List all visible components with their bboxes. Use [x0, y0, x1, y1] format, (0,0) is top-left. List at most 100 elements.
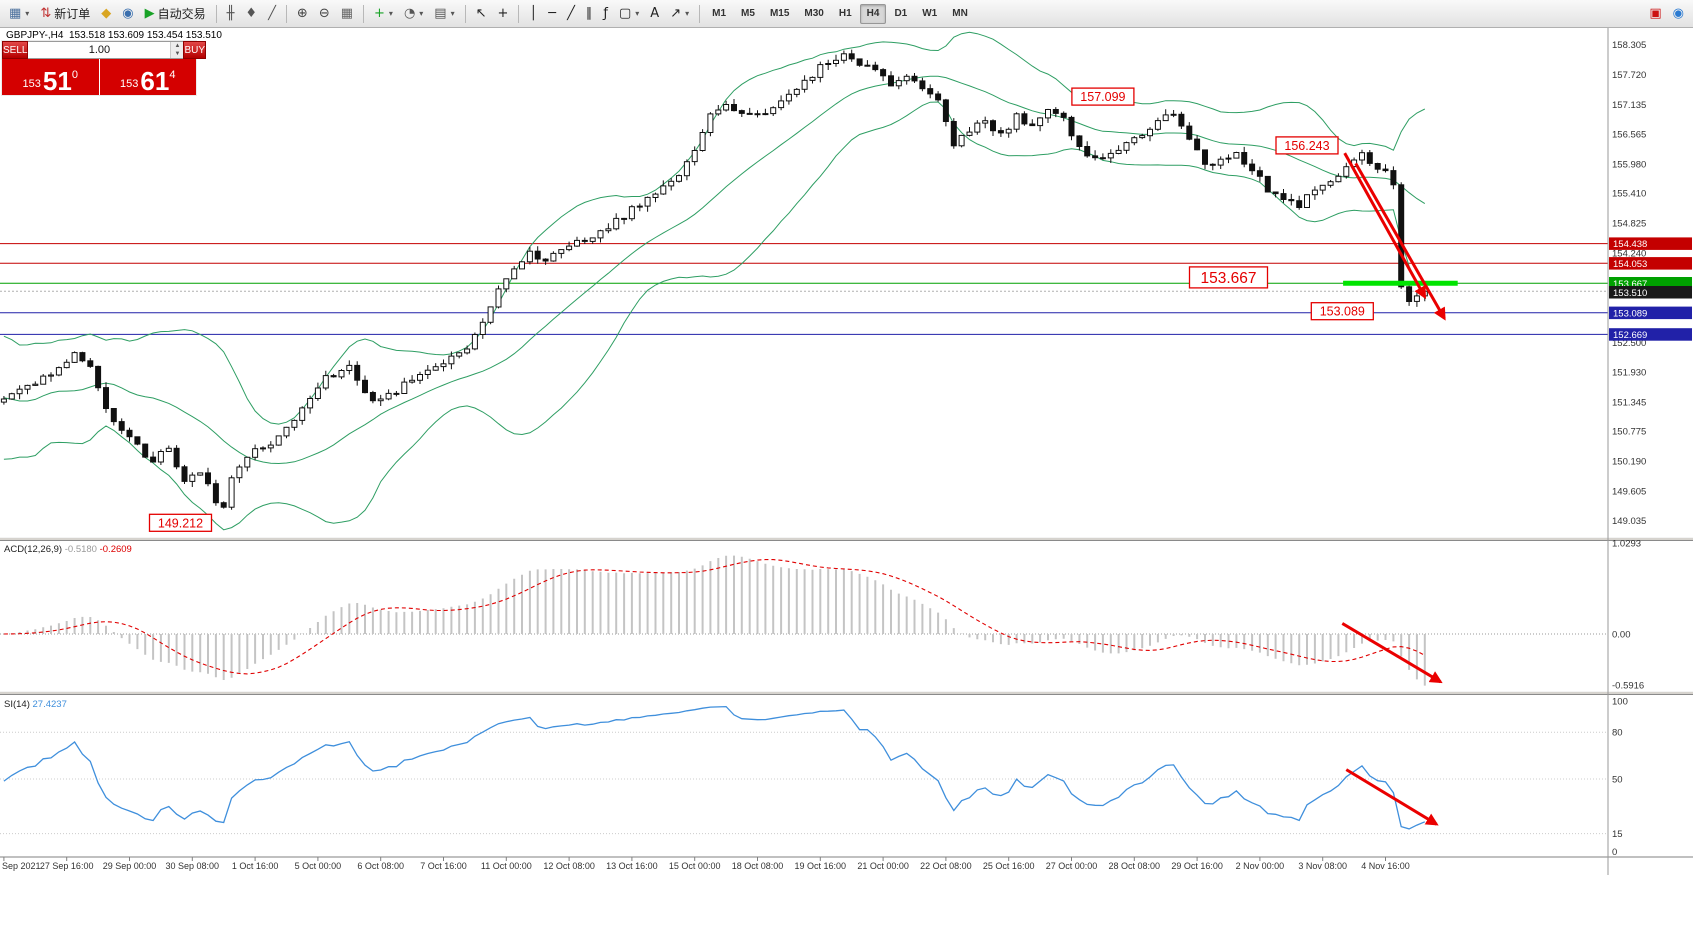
zoom-out-button[interactable]: ⊖ — [314, 3, 335, 25]
bid-price-sup: 0 — [71, 69, 78, 81]
zoom-out-icon: ⊖ — [318, 6, 330, 21]
zoom-in-button[interactable]: ⊕ — [292, 3, 313, 25]
cursor-button[interactable]: ↖ — [471, 3, 492, 25]
arrow-tool-icon: ↗ — [670, 6, 682, 21]
cursor-icon: ↖ — [475, 6, 487, 21]
fibonacci-button[interactable]: ƒ — [598, 3, 613, 25]
axis-price-label-153.510: 153.510 — [1609, 286, 1692, 299]
dropdown-caret-icon: ▾ — [450, 9, 455, 18]
price-callout-153.667[interactable]: 153.667 — [1188, 266, 1269, 289]
equidistant-channel-icon: ∥ — [585, 6, 593, 21]
timeframe-m5-button[interactable]: M5 — [734, 4, 762, 24]
line-chart-button[interactable]: ╱ — [263, 3, 281, 25]
timeframe-m30-button[interactable]: M30 — [797, 4, 830, 24]
time-axis[interactable] — [0, 857, 1693, 875]
panel-separator[interactable] — [0, 691, 1693, 695]
timeframe-h1-button[interactable]: H1 — [832, 4, 859, 24]
text-button[interactable]: A — [645, 3, 664, 25]
arrows-tool-button[interactable]: ↗ ▾ — [665, 3, 694, 25]
trend-arrow[interactable] — [1354, 162, 1446, 321]
rsi-trend-arrow[interactable] — [1345, 768, 1439, 826]
svg-text:155.410: 155.410 — [1612, 189, 1646, 200]
volume-up-icon[interactable]: ▲ — [171, 42, 184, 50]
data-window-button[interactable]: ◉ — [117, 3, 138, 25]
channel-button[interactable]: ∥ — [581, 3, 598, 25]
svg-text:13 Oct 16:00: 13 Oct 16:00 — [606, 861, 658, 871]
svg-text:0.00: 0.00 — [1612, 630, 1631, 641]
notifications-button[interactable]: ▣ — [1644, 3, 1666, 25]
crosshair-button[interactable]: + — [493, 3, 514, 25]
price-callout-153.089[interactable]: 153.089 — [1310, 302, 1374, 321]
svg-text:157.720: 157.720 — [1612, 70, 1646, 81]
chart-canvas[interactable]: 158.305 157.720 157.135 156.565 155.980 155.4… — [0, 28, 1693, 941]
svg-text:153.089: 153.089 — [1320, 305, 1365, 319]
market-watch-button[interactable]: ◆ — [96, 3, 116, 25]
ask-price[interactable]: 153 61 4 — [99, 59, 196, 96]
volume-down-icon[interactable]: ▼ — [171, 50, 184, 58]
price-callout-149.212[interactable]: 149.212 — [148, 513, 213, 532]
volume-input[interactable] — [28, 42, 171, 58]
axis-price-label-153.089: 153.089 — [1609, 306, 1692, 319]
toolbar-separator — [285, 4, 287, 23]
fibonacci-icon: ƒ — [603, 6, 608, 21]
price-callout-156.243[interactable]: 156.243 — [1275, 136, 1339, 155]
community-button[interactable]: ◉ — [1668, 3, 1689, 25]
svg-text:-0.5916: -0.5916 — [1612, 681, 1644, 692]
svg-text:28 Oct 08:00: 28 Oct 08:00 — [1109, 861, 1161, 871]
horizontal-line-button[interactable]: ─ — [543, 3, 561, 25]
svg-text:154.438: 154.438 — [1613, 239, 1647, 250]
svg-text:27 Oct 00:00: 27 Oct 00:00 — [1046, 861, 1098, 871]
buy-button[interactable]: BUY — [183, 41, 207, 59]
ask-price-big: 61 — [140, 65, 170, 96]
chart-ohlc-header: GBPJPY-,H4 153.518 153.609 153.454 153.5… — [6, 30, 222, 41]
svg-text:150.190: 150.190 — [1612, 457, 1646, 468]
macd-trend-arrow[interactable] — [1341, 622, 1443, 684]
shapes-button[interactable]: ▢ ▾ — [614, 3, 644, 25]
new-chart-button[interactable]: ▦ ▾ — [4, 3, 34, 25]
notification-icon: ▣ — [1649, 6, 1662, 21]
text-icon: A — [650, 6, 660, 21]
macd-indicator-label: ACD(12,26,9) -0.5180 -0.2609 — [4, 544, 132, 555]
trendline-button[interactable]: ╱ — [562, 3, 580, 25]
timeframe-mn-button[interactable]: MN — [945, 4, 975, 24]
price-callout-157.099[interactable]: 157.099 — [1071, 87, 1135, 106]
trendline-icon: ╱ — [567, 6, 575, 21]
trade-panel-top-row: SELL ▲ ▼ BUY — [2, 41, 207, 59]
tile-windows-button[interactable]: ▦ — [336, 3, 358, 25]
timeframe-m15-button[interactable]: M15 — [763, 4, 796, 24]
indicators-add-icon: + — [374, 6, 385, 21]
bar-chart-button[interactable]: ╫ — [222, 3, 240, 25]
svg-text:7 Oct 16:00: 7 Oct 16:00 — [420, 861, 467, 871]
volume-stepper[interactable]: ▲ ▼ — [28, 41, 184, 59]
bid-price[interactable]: 153 51 0 — [2, 59, 99, 95]
ask-price-main: 153 — [120, 78, 139, 90]
indicators-button[interactable]: + ▾ — [369, 3, 398, 25]
templates-button[interactable]: ▤ ▾ — [429, 3, 459, 25]
timeframe-w1-button[interactable]: W1 — [915, 4, 944, 24]
sell-button[interactable]: SELL — [2, 41, 29, 59]
svg-text:6 Oct 08:00: 6 Oct 08:00 — [357, 861, 404, 871]
auto-trading-button[interactable]: ▶ 自动交易 — [140, 3, 211, 25]
svg-text:50: 50 — [1612, 775, 1623, 786]
dropdown-caret-icon: ▾ — [419, 9, 424, 18]
new-order-button[interactable]: ⇅ 新订单 — [35, 3, 95, 25]
svg-text:2 Nov 00:00: 2 Nov 00:00 — [1236, 861, 1285, 871]
price-axis[interactable] — [1608, 28, 1693, 857]
svg-text:22 Oct 08:00: 22 Oct 08:00 — [920, 861, 972, 871]
trend-arrow[interactable] — [1343, 152, 1427, 300]
main-toolbar: ▦ ▾ ⇅ 新订单 ◆ ◉ ▶ 自动交易 ╫ ♦ ╱ ⊕ ⊖ ▦ + ▾ ◔ ▾ ▤ ▾ ↖ + │ ─ ╱ ∥ ƒ ▢ ▾ A ↗ ▾ M1 M… — [0, 0, 1693, 28]
periods-button[interactable]: ◔ ▾ — [399, 3, 428, 25]
candlestick-icon: ♦ — [245, 6, 258, 21]
chart-window[interactable]: 158.305 157.720 157.135 156.565 155.980 155.4… — [0, 28, 1693, 941]
candlestick-chart-button[interactable]: ♦ — [240, 3, 262, 25]
svg-text:151.345: 151.345 — [1612, 397, 1646, 408]
community-icon: ◉ — [1672, 6, 1684, 21]
timeframe-d1-button[interactable]: D1 — [887, 4, 914, 24]
timeframe-m1-button[interactable]: M1 — [705, 4, 733, 24]
timeframe-h4-button[interactable]: H4 — [859, 3, 887, 24]
panel-separator[interactable] — [0, 537, 1693, 541]
vertical-line-button[interactable]: │ — [524, 3, 542, 25]
tile-windows-icon: ▦ — [340, 6, 354, 21]
svg-text:149.212: 149.212 — [158, 516, 203, 530]
svg-text:149.035: 149.035 — [1612, 516, 1646, 527]
